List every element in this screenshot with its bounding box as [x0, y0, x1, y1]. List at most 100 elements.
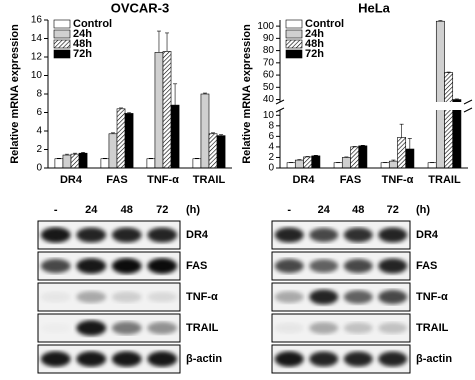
x-tick-label: DR4 — [292, 174, 315, 186]
blot-band — [40, 227, 71, 243]
blot-band — [41, 323, 71, 333]
row-label: DR4 — [186, 229, 209, 241]
blot-band — [274, 227, 304, 243]
blot-band — [274, 291, 304, 303]
legend-swatch — [285, 39, 303, 49]
y-tick-label: 60 — [263, 70, 275, 81]
bar — [146, 158, 156, 169]
y-axis-label: Relative mRNA expression — [241, 24, 253, 164]
blot-band — [309, 289, 339, 305]
y-tick-label: 90 — [263, 33, 275, 44]
blot-band — [309, 227, 339, 243]
bar — [303, 156, 313, 169]
bar — [70, 153, 80, 169]
blot-band — [111, 258, 142, 274]
legend-swatch — [285, 49, 303, 59]
y-tick-label: 16 — [31, 15, 43, 26]
blot-band — [76, 320, 107, 336]
row-label: β-actin — [186, 353, 222, 365]
bar — [78, 152, 88, 169]
y-tick-label: 80 — [263, 45, 275, 56]
bar — [216, 135, 226, 169]
chart-title: HeLa — [358, 0, 391, 15]
y-tick-label: 10 — [263, 110, 275, 121]
lane-label: 72 — [387, 204, 399, 216]
bar — [358, 145, 368, 169]
legend-label: Control — [73, 18, 112, 30]
bar — [294, 159, 304, 169]
blot-band — [309, 322, 339, 334]
bar — [444, 72, 454, 169]
bar — [405, 148, 415, 169]
blot-band — [111, 227, 142, 243]
blot-band — [274, 351, 304, 367]
error-bar — [454, 98, 459, 100]
y-tick-label: 100 — [257, 21, 274, 32]
row-label: DR4 — [416, 229, 439, 241]
legend-label: 24h — [73, 28, 92, 40]
bar — [162, 51, 172, 169]
blot-band — [343, 322, 373, 334]
error-bar — [73, 152, 78, 155]
error-bar — [305, 156, 310, 157]
error-bar — [211, 132, 216, 134]
legend-swatch — [53, 39, 71, 49]
bar — [192, 158, 202, 169]
legend-swatch — [53, 19, 71, 29]
y-axis-label: Relative mRNA expression — [9, 24, 21, 164]
error-bar — [391, 159, 396, 162]
bar — [286, 162, 296, 169]
error-bar — [202, 92, 207, 94]
blot-band — [111, 351, 142, 367]
y-tick-label: 40 — [263, 94, 275, 105]
lane-label: 72 — [156, 204, 168, 216]
bar — [208, 133, 218, 169]
lane-label: 24 — [318, 204, 331, 216]
lane-label: - — [54, 204, 58, 216]
bar — [333, 162, 343, 169]
legend-label: 48h — [305, 38, 324, 50]
y-tick-label: 70 — [263, 57, 275, 68]
blot-band — [147, 227, 178, 243]
row-label: β-actin — [416, 353, 452, 365]
row-label: FAS — [186, 260, 207, 272]
blot-band — [343, 227, 373, 243]
blot-band — [378, 322, 408, 334]
legend-swatch — [285, 19, 303, 29]
legend-label: 72h — [73, 48, 92, 60]
break-mark — [463, 99, 473, 105]
error-bar — [297, 159, 302, 161]
error-bar — [156, 30, 161, 53]
blot-band — [309, 259, 339, 273]
blot-band — [40, 258, 71, 274]
bar — [350, 146, 360, 169]
error-bar — [344, 156, 349, 158]
row-label: FAS — [416, 260, 437, 272]
break-mark — [463, 107, 473, 113]
row-label: TNF-α — [416, 291, 448, 303]
lane-label: - — [287, 204, 291, 216]
y-tick-label: 2 — [268, 152, 274, 163]
blot-band — [274, 322, 304, 334]
error-bar — [407, 138, 412, 150]
bar — [388, 160, 398, 169]
axis-break — [274, 102, 474, 110]
legend-label: Control — [305, 18, 344, 30]
error-bar — [313, 155, 318, 156]
blot-band — [378, 258, 408, 274]
bar — [200, 93, 210, 169]
x-tick-label: TNF-α — [147, 174, 179, 186]
error-bar — [219, 134, 224, 136]
error-bar — [352, 146, 357, 147]
bar — [435, 20, 445, 169]
y-tick-label: 50 — [263, 82, 275, 93]
error-bar — [64, 153, 69, 156]
blot-band — [111, 321, 142, 335]
chart-title: OVCAR-3 — [111, 0, 170, 15]
y-tick-label: 4 — [36, 126, 42, 137]
lane-label: 24 — [85, 204, 98, 216]
x-tick-label: FAS — [340, 174, 361, 186]
y-tick-label: 8 — [36, 89, 42, 100]
blot-band — [309, 351, 339, 367]
